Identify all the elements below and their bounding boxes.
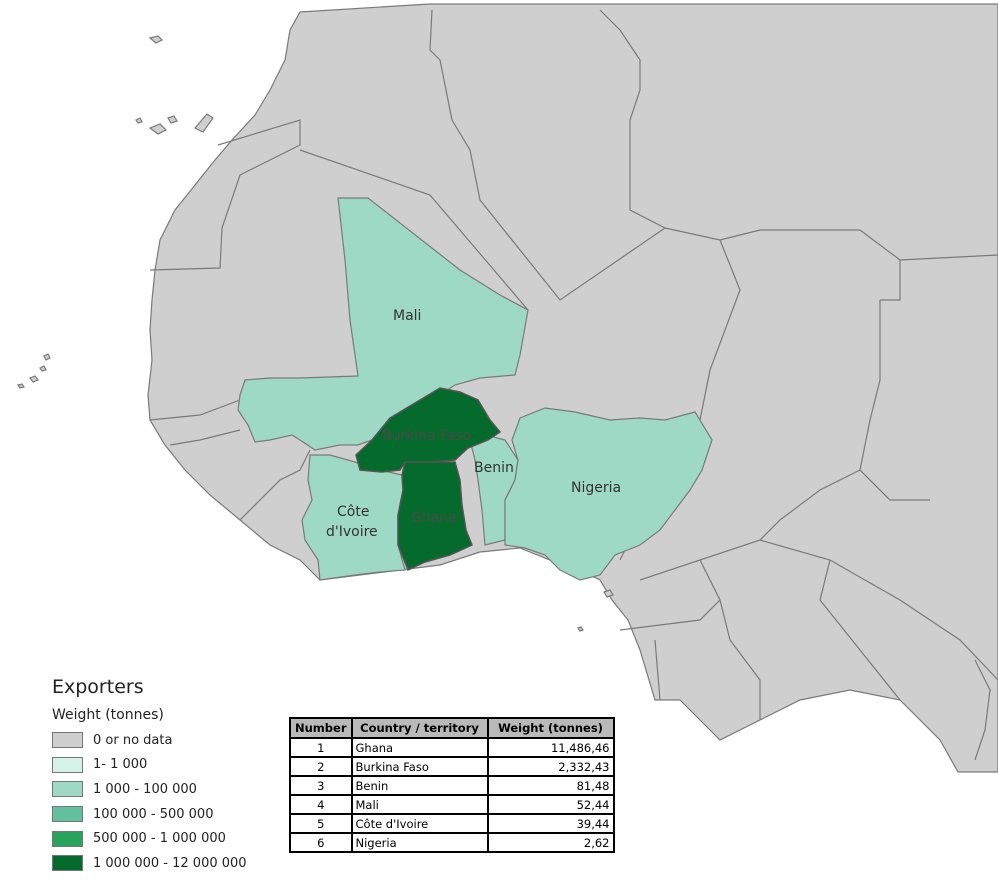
legend-swatch	[52, 806, 83, 823]
cell-number: 5	[289, 813, 353, 834]
cell-country: Ghana	[350, 737, 489, 758]
country-nigeria	[504, 407, 713, 581]
legend-swatch	[52, 830, 83, 847]
legend-item: 500 000 - 1 000 000	[52, 826, 282, 851]
label-burkina-faso: Burkina Faso	[382, 428, 471, 444]
label-nigeria: Nigeria	[571, 480, 621, 496]
legend-item-label: 500 000 - 1 000 000	[93, 831, 226, 847]
legend-item-label: 1- 1 000	[93, 757, 148, 773]
legend-swatch	[52, 855, 83, 872]
legend-item: 1 000 000 - 12 000 000	[52, 851, 282, 876]
country-ghana	[397, 461, 473, 572]
table-row: 2 Burkina Faso 2,332,43	[289, 756, 615, 777]
legend-item-label: 0 or no data	[93, 732, 173, 748]
cell-number: 1	[289, 737, 353, 758]
legend-item: 1- 1 000	[52, 753, 282, 778]
header-country: Country / territory	[350, 717, 489, 739]
cell-number: 2	[289, 756, 353, 777]
legend: Exporters Weight (tonnes) 0 or no data 1…	[52, 676, 282, 876]
cell-country: Benin	[350, 775, 489, 796]
cell-weight: 39,44	[486, 813, 615, 834]
legend-item-label: 1 000 - 100 000	[93, 781, 197, 797]
table-row: 6 Nigeria 2,62	[289, 832, 615, 853]
label-ghana: Ghana	[411, 510, 457, 526]
label-cote-divoire-line2: d'Ivoire	[326, 524, 378, 540]
label-mali: Mali	[393, 308, 421, 324]
land-background	[17, 3, 998, 773]
cell-weight: 81,48	[486, 775, 615, 796]
legend-item: 100 000 - 500 000	[52, 802, 282, 827]
cell-country: Mali	[350, 794, 489, 815]
country-burkina-faso	[355, 387, 502, 473]
legend-swatch	[52, 732, 83, 749]
exporters-table: Number Country / territory Weight (tonne…	[289, 717, 615, 853]
cell-country: Nigeria	[350, 832, 489, 853]
legend-item-label: 100 000 - 500 000	[93, 806, 214, 822]
label-cote-divoire-line1: Côte	[337, 504, 369, 520]
cell-weight: 2,62	[486, 832, 615, 853]
table-row: 5 Côte d'Ivoire 39,44	[289, 813, 615, 834]
cell-number: 4	[289, 794, 353, 815]
table-row: 4 Mali 52,44	[289, 794, 615, 815]
table-row: 1 Ghana 11,486,46	[289, 737, 615, 758]
table-header-row: Number Country / territory Weight (tonne…	[289, 717, 615, 739]
cell-country: Burkina Faso	[350, 756, 489, 777]
header-weight: Weight (tonnes)	[486, 717, 615, 739]
legend-title: Exporters	[52, 676, 144, 698]
legend-item: 1 000 - 100 000	[52, 777, 282, 802]
legend-subtitle: Weight (tonnes)	[52, 707, 164, 723]
country-borders	[149, 9, 998, 761]
label-benin: Benin	[474, 460, 514, 476]
legend-item-label: 1 000 000 - 12 000 000	[93, 855, 247, 871]
cell-number: 6	[289, 832, 353, 853]
legend-item: 0 or no data	[52, 728, 282, 753]
cell-weight: 11,486,46	[486, 737, 615, 758]
legend-swatch	[52, 781, 83, 798]
table-row: 3 Benin 81,48	[289, 775, 615, 796]
cell-number: 3	[289, 775, 353, 796]
cell-country: Côte d'Ivoire	[350, 813, 489, 834]
header-number: Number	[289, 717, 353, 739]
cell-weight: 52,44	[486, 794, 615, 815]
cell-weight: 2,332,43	[486, 756, 615, 777]
country-mali	[237, 197, 529, 451]
legend-swatch	[52, 756, 83, 773]
